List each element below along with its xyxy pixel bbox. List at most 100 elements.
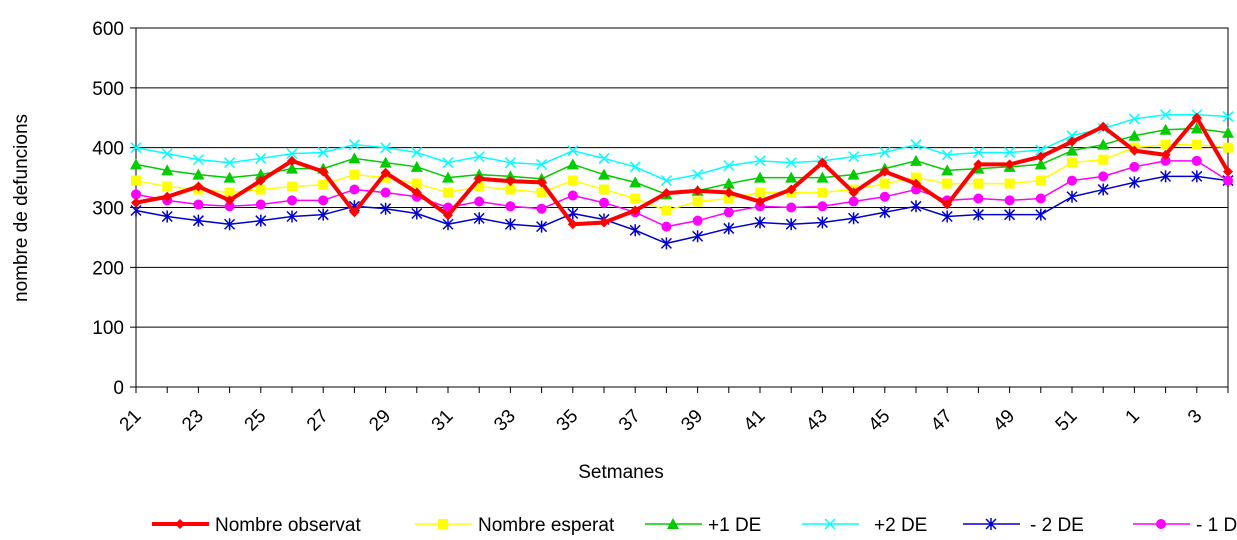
data-point	[192, 214, 204, 227]
series-line	[135, 114, 1229, 182]
data-point	[536, 177, 547, 188]
data-point	[473, 212, 485, 225]
data-point	[349, 184, 360, 195]
x-tick-label: 33	[490, 406, 520, 436]
data-point	[723, 222, 735, 235]
data-point	[349, 207, 360, 218]
data-point	[911, 178, 921, 189]
x-tick-label: 45	[865, 406, 895, 436]
data-point	[598, 168, 610, 180]
data-point	[817, 157, 828, 168]
x-tick-label: 27	[303, 406, 333, 436]
data-point	[1067, 157, 1077, 168]
data-point	[1067, 136, 1077, 147]
data-point	[1097, 183, 1109, 196]
x-tick-label: 41	[740, 406, 770, 436]
legend-label: - 1 DE	[1196, 515, 1237, 536]
data-point	[1222, 126, 1234, 138]
data-point	[942, 199, 953, 210]
data-point	[348, 152, 361, 164]
data-point	[910, 154, 922, 166]
legend-label: Nombre esperat	[478, 515, 615, 536]
data-point	[131, 189, 141, 200]
data-point	[1035, 151, 1046, 162]
data-point	[1129, 161, 1140, 172]
data-point	[536, 220, 548, 233]
data-point	[879, 191, 890, 202]
data-point	[1066, 144, 1078, 156]
data-point	[1129, 145, 1140, 156]
data-point	[848, 187, 859, 198]
data-point	[318, 195, 329, 206]
data-point	[1035, 175, 1046, 186]
data-point	[411, 178, 422, 189]
data-point	[630, 205, 641, 216]
data-point	[667, 518, 679, 529]
data-point	[660, 237, 672, 250]
data-point	[661, 188, 672, 199]
data-point	[223, 171, 236, 183]
data-point	[130, 158, 142, 170]
data-point	[505, 176, 516, 187]
data-point	[443, 187, 453, 198]
data-point	[474, 173, 485, 184]
data-point	[972, 208, 984, 221]
data-point	[1067, 175, 1077, 186]
data-point	[161, 210, 173, 223]
x-axis: 21 23 25 27 29 31 33 35 37 39 41 43 45 47 49 51 1 3	[116, 387, 1229, 436]
data-point	[723, 207, 734, 218]
legend-item: +1 DE	[645, 515, 761, 536]
data-point	[973, 159, 984, 170]
series-line	[135, 160, 1229, 228]
legend-item: Nombre observat	[152, 515, 361, 536]
data-point	[318, 179, 329, 190]
data-point	[130, 142, 142, 154]
data-point	[692, 215, 703, 226]
data-point	[505, 184, 516, 195]
data-point	[255, 152, 267, 164]
data-point	[504, 218, 516, 231]
data-point	[438, 519, 448, 529]
legend-item: +2 DE	[802, 515, 927, 536]
data-point	[911, 172, 921, 183]
data-point	[1222, 111, 1234, 123]
data-point	[723, 160, 735, 172]
data-point	[879, 206, 891, 219]
data-point	[411, 207, 423, 220]
data-point	[816, 216, 828, 229]
data-point	[786, 184, 797, 195]
data-point	[317, 146, 329, 158]
data-point	[941, 210, 953, 223]
data-point	[380, 187, 391, 198]
data-point	[536, 187, 547, 198]
data-point	[536, 203, 547, 214]
data-point	[442, 157, 454, 169]
data-point	[1160, 139, 1171, 150]
data-point	[973, 178, 984, 189]
data-point	[941, 149, 953, 161]
y-tick-label: 600	[92, 19, 124, 40]
data-point	[755, 187, 765, 198]
x-tick-label: 25	[241, 406, 271, 436]
legend-item: - 2 DE	[963, 515, 1084, 536]
data-point	[131, 197, 141, 208]
data-point	[1098, 171, 1109, 182]
data-point	[879, 146, 891, 158]
data-point	[785, 171, 798, 183]
data-point	[1004, 159, 1015, 170]
data-point	[879, 166, 890, 177]
data-point	[287, 195, 297, 206]
data-point	[1035, 208, 1047, 221]
data-point	[192, 168, 205, 180]
data-point	[1223, 175, 1233, 186]
x-tick-label: 21	[116, 406, 146, 436]
data-point	[722, 177, 735, 189]
data-point	[817, 187, 828, 198]
y-tick-label: 400	[92, 139, 124, 160]
x-axis-label: Setmanes	[578, 462, 664, 483]
x-tick-label: 47	[927, 406, 957, 436]
data-point	[942, 178, 953, 189]
data-point	[1160, 155, 1171, 166]
data-point	[224, 195, 235, 206]
data-point	[410, 160, 423, 172]
